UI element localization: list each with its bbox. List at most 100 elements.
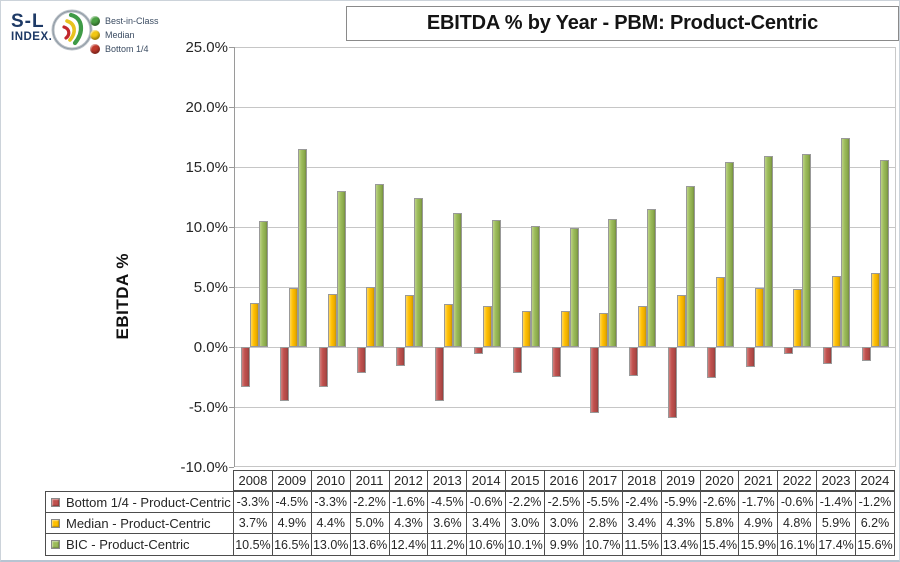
bar-2015-bottom-1-4 (512, 347, 522, 374)
value-cell: 16.5% (273, 534, 312, 555)
table-row: BIC - Product-Centric 10.5% 16.5% 13.0% 13.6… (46, 534, 894, 555)
bar-2015-best-in-class (530, 225, 540, 347)
y-tick-mark (229, 287, 234, 288)
plot-area (234, 47, 896, 467)
bar-2020-median (715, 277, 725, 347)
bar-2018-bottom-1-4 (629, 347, 639, 376)
legend-item: Best-in-Class (90, 14, 159, 27)
bar-2023-best-in-class (841, 138, 851, 347)
chart-title: EBITDA % by Year - PBM: Product-Centric (426, 12, 819, 34)
bar-2013-median (444, 303, 454, 347)
value-cell: -4.5% (273, 492, 312, 512)
bar-2009-bottom-1-4 (279, 347, 289, 401)
bar-2014-median (482, 306, 492, 347)
value-cell: -2.6% (701, 492, 740, 512)
bottom-1-4-dot-icon (90, 43, 100, 54)
y-tick-mark (229, 347, 234, 348)
value-cell: -1.2% (858, 495, 892, 509)
bar-2016-best-in-class (569, 228, 579, 347)
bar-2022-median (793, 289, 803, 347)
year-cell: 2012 (390, 471, 429, 490)
y-tick-label: 10.0% (185, 219, 228, 236)
y-tick-mark (229, 167, 234, 168)
y-tick-label: 20.0% (185, 99, 228, 116)
bar-2008-median (249, 302, 259, 347)
bar-2015-median (521, 311, 531, 347)
logo-line1: S-L (11, 11, 45, 32)
row-label-text: BIC - Product-Centric (66, 537, 190, 552)
bar-2010-best-in-class (336, 191, 346, 347)
legend-item-label: Best-in-Class (105, 15, 159, 26)
sl-index-emblem-icon (51, 9, 93, 51)
value-cell: 3.4% (623, 513, 662, 533)
value-cell: -1.4% (817, 492, 856, 512)
value-cell: 3.6% (428, 513, 468, 533)
legend-item-label: Bottom 1/4 (105, 43, 149, 54)
value-cell: -4.5% (428, 492, 468, 512)
value-cell: 13.4% (662, 534, 701, 555)
legend-item: Bottom 1/4 (90, 42, 159, 55)
bar-2024-bottom-1-4 (862, 347, 872, 362)
gridline-5 (235, 287, 895, 288)
table-row: Median - Product-Centric 3.7% 4.9% 4.4% 5.0%… (46, 513, 894, 534)
bar-2016-bottom-1-4 (551, 347, 561, 377)
value-cell: -2.2% (351, 492, 390, 512)
value-cell: 3.4% (467, 513, 507, 533)
y-tick-label: 0.0% (193, 339, 228, 356)
year-cell: 2020 (701, 471, 740, 490)
value-cell: 4.9% (273, 513, 312, 533)
best-in-class-dot-icon (90, 15, 100, 26)
gridline--5 (235, 407, 895, 408)
bar-2009-best-in-class (297, 149, 307, 347)
value-cell: -1.7% (739, 492, 779, 512)
bar-2022-bottom-1-4 (784, 347, 794, 355)
bar-2024-median (871, 272, 881, 347)
value-cell: 11.2% (428, 534, 468, 555)
value-cell: 15.4% (701, 534, 740, 555)
value-cell: -3.3% (312, 492, 351, 512)
value-cell: 15.9% (739, 534, 779, 555)
value-cell: 5.8% (701, 513, 740, 533)
gridline-25 (235, 47, 895, 48)
chart-title-box: EBITDA % by Year - PBM: Product-Centric (346, 6, 899, 41)
year-cell: 2011 (351, 471, 390, 490)
bar-2018-best-in-class (647, 209, 657, 347)
y-tick-label: -5.0% (188, 399, 228, 416)
bar-2022-best-in-class (802, 153, 812, 347)
bar-2009-median (288, 288, 298, 347)
data-table: Bottom 1/4 - Product-Centric -3.3% -4.5% -3… (45, 491, 895, 556)
year-cell: 2009 (273, 471, 312, 490)
bar-2008-best-in-class (258, 221, 268, 347)
value-cell: 13.6% (351, 534, 390, 555)
value-cell: 11.5% (623, 534, 662, 555)
value-cell: 5.0% (351, 513, 390, 533)
y-tick-mark (229, 467, 234, 468)
y-tick-label: -10.0% (180, 459, 228, 476)
y-tick-label: 5.0% (193, 279, 228, 296)
row-label-cell: BIC - Product-Centric (46, 534, 234, 555)
year-axis-row: 2008 2009 2010 2011 2012 2013 2014 2015 2016 2017… (233, 470, 895, 491)
value-cell: -2.4% (623, 492, 662, 512)
bar-2012-bottom-1-4 (396, 347, 406, 367)
value-cell: -0.6% (467, 492, 507, 512)
y-tick-mark (229, 107, 234, 108)
year-cell: 2024 (860, 473, 890, 488)
value-cell: 4.3% (390, 513, 429, 533)
year-cell: 2010 (312, 471, 351, 490)
y-tick-mark (229, 47, 234, 48)
row-label-text: Bottom 1/4 - Product-Centric (66, 494, 231, 510)
y-axis-title: EBITDA % (113, 253, 132, 340)
row-label-cell: Bottom 1/4 - Product-Centric (46, 492, 234, 512)
bar-2021-bottom-1-4 (745, 347, 755, 368)
value-cell: 10.7% (584, 534, 623, 555)
value-cell: 3.7% (234, 513, 273, 533)
bottom-1-4-swatch-icon (51, 497, 60, 507)
value-cell: 12.4% (390, 534, 429, 555)
bar-2024-best-in-class (880, 159, 890, 347)
legend-item: Median (90, 28, 159, 41)
sl-index-logo: S-L INDEX.TM (11, 12, 96, 60)
bar-2017-median (599, 313, 609, 347)
value-cell: 2.8% (584, 513, 623, 533)
value-cell: 15.6% (857, 537, 893, 552)
